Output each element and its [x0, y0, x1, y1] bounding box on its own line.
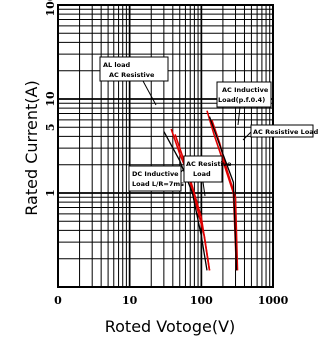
x-tick-labels: 0 10 100 1000 — [54, 294, 288, 307]
y-tick-label: 10 — [44, 91, 57, 107]
annotation-text-line: DC Inductive — [132, 170, 179, 178]
annotation-ac-resistive-right: AC Resistive Load — [242, 124, 319, 141]
annotation-resistive-top: AL load AC Resistive — [99, 56, 169, 106]
plot-frame — [57, 4, 274, 288]
series-line — [163, 131, 208, 271]
annotation-leader — [202, 181, 206, 197]
annotation-text-line: AC Resistive — [186, 160, 232, 168]
annotation-text-line: Load L/R=7ms — [132, 180, 184, 188]
y-tick-labels: 100 10 5 1 — [44, 0, 57, 197]
series-line — [208, 116, 238, 271]
annotation-text-line: AC Resistive — [109, 71, 155, 79]
series-line — [174, 134, 211, 271]
annotation-leader — [237, 106, 241, 126]
annotation-text-line: AC Inductive — [222, 86, 269, 94]
annotation-text-line: AL load — [103, 61, 131, 69]
x-tick-label: 10 — [122, 294, 138, 307]
annotation-text-line: AC Resistive Load — [253, 128, 319, 136]
y-axis-title: Rated Current(A) — [22, 80, 41, 215]
series-line — [206, 110, 238, 271]
annotation-ac-resistive-load: AC Resistive Load — [183, 155, 232, 197]
series-line — [211, 119, 239, 271]
y-tick-label: 1 — [44, 189, 57, 197]
annotation-leader — [142, 80, 157, 106]
plot-grid — [58, 5, 273, 287]
annotation-text-line: Load — [193, 170, 211, 178]
y-tick-label: 100 — [44, 0, 57, 16]
annotation-text-line: Load(p.f.0.4) — [218, 96, 265, 104]
annotation-dc-inductive: DC Inductive Load L/R=7ms — [128, 157, 195, 192]
x-tick-label: 0 — [54, 294, 62, 307]
x-axis-title: Roted Votoge(V) — [105, 317, 236, 336]
y-tick-label: 5 — [44, 123, 57, 131]
annotation-ac-inductive: AC Inductive Load(p.f.0.4) — [216, 81, 272, 126]
x-tick-label: 1000 — [258, 294, 289, 307]
annotation-leader — [242, 131, 252, 141]
x-tick-label: 100 — [190, 294, 213, 307]
